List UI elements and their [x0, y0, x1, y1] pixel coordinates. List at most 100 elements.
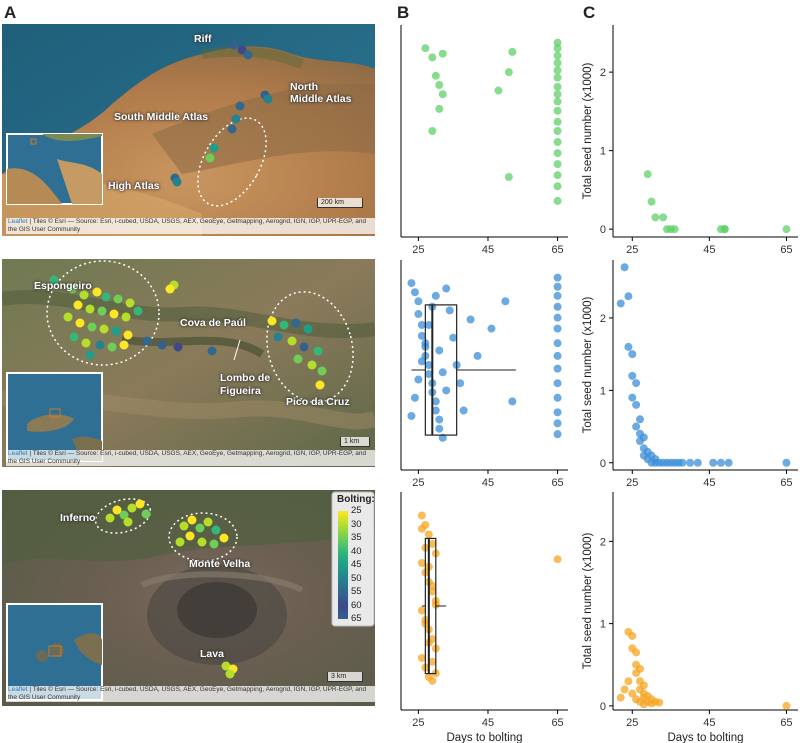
- map-point[interactable]: [125, 298, 135, 308]
- data-point: [553, 138, 562, 147]
- data-point: [674, 458, 683, 467]
- map-point[interactable]: [315, 380, 325, 390]
- map-point[interactable]: [173, 342, 183, 352]
- map-santo-antao[interactable]: Espongeiro Cova de Paúl Lombo de Figueir…: [2, 259, 375, 467]
- map-point[interactable]: [175, 537, 185, 547]
- map-point[interactable]: [85, 304, 95, 314]
- data-point: [659, 213, 668, 222]
- map-point[interactable]: [123, 330, 133, 340]
- map-point[interactable]: [313, 346, 323, 356]
- data-point: [421, 543, 430, 552]
- panel-letter-a: A: [4, 3, 17, 22]
- x-tick-label: 65: [780, 717, 792, 729]
- map-point[interactable]: [142, 336, 152, 346]
- map-point[interactable]: [187, 515, 197, 525]
- map-point[interactable]: [101, 292, 111, 302]
- data-point: [421, 44, 430, 53]
- map-point[interactable]: [263, 94, 273, 104]
- map-point[interactable]: [243, 50, 253, 60]
- map-point[interactable]: [99, 324, 109, 334]
- map-point[interactable]: [273, 332, 283, 342]
- map-point[interactable]: [211, 525, 221, 535]
- map-point[interactable]: [299, 342, 309, 352]
- leaflet-link[interactable]: Leaflet: [8, 218, 28, 225]
- map-point[interactable]: [127, 503, 137, 513]
- map-point[interactable]: [235, 101, 245, 111]
- map-point[interactable]: [87, 322, 97, 332]
- map-point[interactable]: [67, 284, 77, 294]
- data-point: [553, 44, 562, 53]
- map-point[interactable]: [112, 505, 122, 515]
- map-point[interactable]: [221, 661, 231, 671]
- data-point: [643, 692, 652, 701]
- map-point[interactable]: [105, 513, 115, 523]
- map-point[interactable]: [227, 124, 237, 134]
- map-point[interactable]: [209, 539, 219, 549]
- map-point[interactable]: [121, 312, 131, 322]
- map-point[interactable]: [185, 531, 195, 541]
- map-point[interactable]: [49, 275, 59, 285]
- map-point[interactable]: [119, 340, 129, 350]
- map-point[interactable]: [107, 342, 117, 352]
- data-point: [647, 458, 656, 467]
- map-point[interactable]: [197, 537, 207, 547]
- data-point: [782, 701, 791, 710]
- map-point[interactable]: [293, 354, 303, 364]
- map-point[interactable]: [229, 40, 239, 50]
- map-point[interactable]: [111, 326, 121, 336]
- map-point[interactable]: [63, 312, 73, 322]
- data-point: [678, 458, 687, 467]
- map-point[interactable]: [75, 318, 85, 328]
- map-fogo[interactable]: Bolting: 25 30 35 40 45 50 55 60 65 Inferno Mont…: [2, 490, 375, 706]
- map-point[interactable]: [85, 350, 95, 360]
- data-point: [782, 225, 791, 234]
- map-point[interactable]: [133, 306, 143, 316]
- data-point: [620, 685, 629, 694]
- map-point[interactable]: [287, 336, 297, 346]
- map-point[interactable]: [79, 290, 89, 300]
- map-point[interactable]: [123, 517, 133, 527]
- map-point[interactable]: [165, 284, 175, 294]
- map-point[interactable]: [203, 517, 213, 527]
- leaflet-link[interactable]: Leaflet: [8, 686, 28, 693]
- map-attribution: Leaflet | Tiles © Esri — Source: Esri, i…: [6, 218, 375, 234]
- map-point[interactable]: [207, 346, 217, 356]
- map-point[interactable]: [179, 521, 189, 531]
- map-point[interactable]: [237, 45, 247, 55]
- map-point[interactable]: [69, 332, 79, 342]
- map-point[interactable]: [109, 309, 119, 319]
- map-santo-antao-points: [49, 275, 327, 390]
- map-point[interactable]: [205, 153, 215, 163]
- data-point: [442, 284, 451, 293]
- map-point[interactable]: [317, 366, 327, 376]
- map-point[interactable]: [279, 320, 289, 330]
- map-point[interactable]: [92, 287, 102, 297]
- legend-tick-label: 50: [351, 572, 362, 584]
- map-point[interactable]: [81, 338, 91, 348]
- map-point[interactable]: [97, 306, 107, 316]
- map-point[interactable]: [73, 300, 83, 310]
- map-point[interactable]: [172, 177, 182, 187]
- map-point[interactable]: [95, 340, 105, 350]
- map-point[interactable]: [195, 523, 205, 533]
- map-point[interactable]: [135, 499, 145, 509]
- map-point[interactable]: [157, 340, 167, 350]
- map-morocco[interactable]: Riff North Middle Atlas South Middle Atl…: [2, 24, 375, 236]
- map-point[interactable]: [267, 316, 277, 326]
- map-point[interactable]: [219, 533, 229, 543]
- map-point[interactable]: [209, 143, 219, 153]
- data-point: [438, 90, 447, 99]
- map-point[interactable]: [141, 509, 151, 519]
- map-point[interactable]: [225, 669, 235, 679]
- x-tick-label: 25: [626, 244, 638, 256]
- data-point: [431, 669, 440, 678]
- map-point[interactable]: [231, 114, 241, 124]
- map-point[interactable]: [303, 324, 313, 334]
- map-point[interactable]: [113, 294, 123, 304]
- data-point: [553, 82, 562, 91]
- map-point[interactable]: [291, 318, 301, 328]
- data-point: [553, 73, 562, 82]
- leaflet-link[interactable]: Leaflet: [8, 450, 28, 457]
- map-point[interactable]: [307, 360, 317, 370]
- map-point[interactable]: [119, 510, 129, 520]
